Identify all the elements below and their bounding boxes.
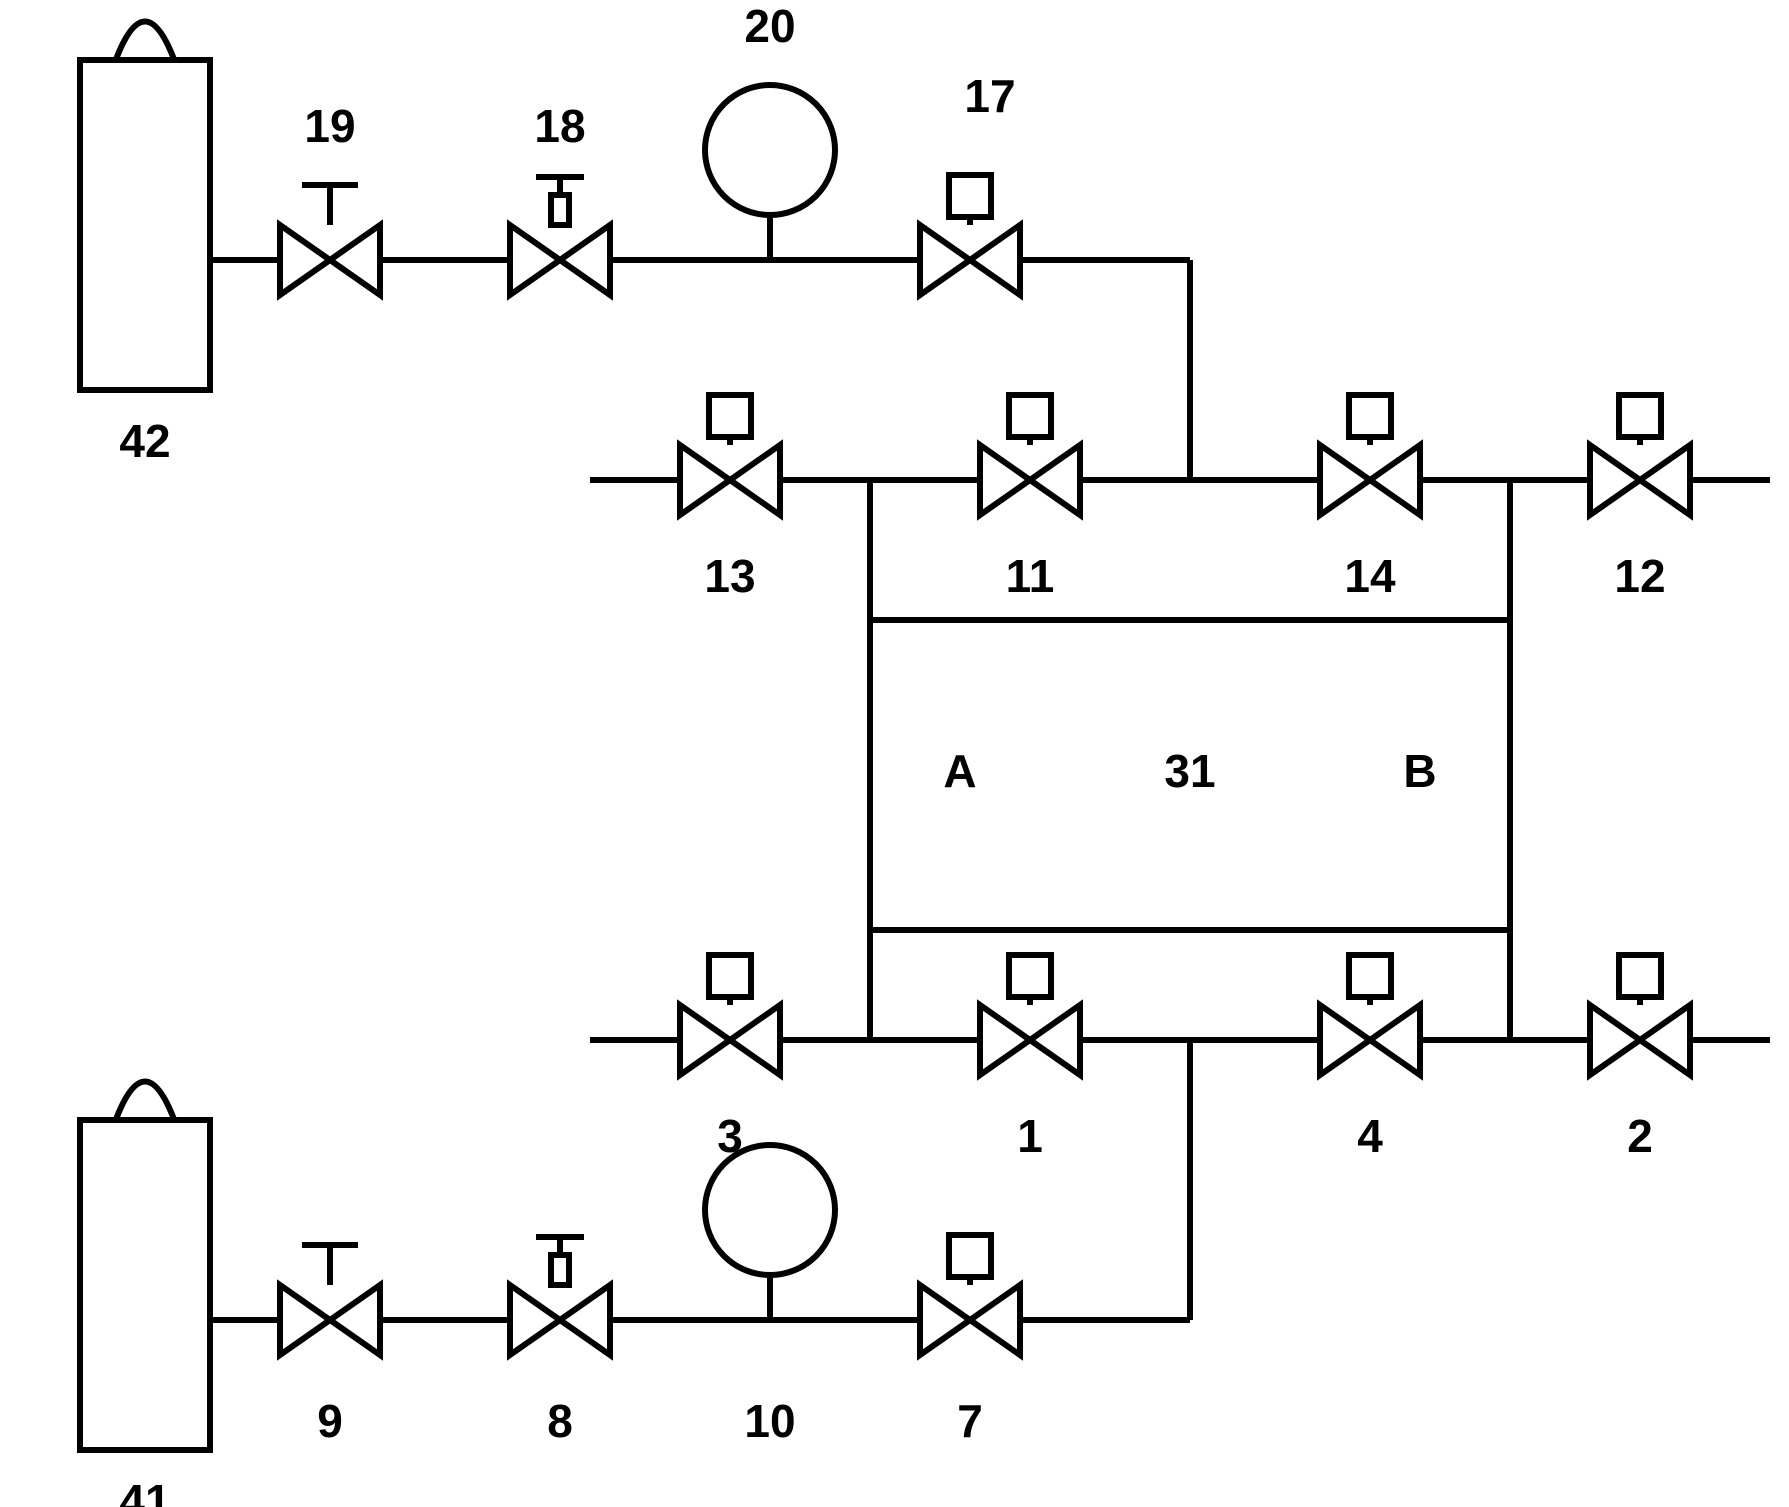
label-20: 20 <box>744 0 795 52</box>
valve-14-left <box>1320 445 1370 515</box>
valve-12-right <box>1640 445 1690 515</box>
valve-3-left <box>680 1005 730 1075</box>
label-2: 2 <box>1627 1110 1653 1162</box>
valve-12-left <box>1590 445 1640 515</box>
label-10: 10 <box>744 1395 795 1447</box>
valve-4-left <box>1320 1005 1370 1075</box>
valve-18-left <box>510 225 560 295</box>
valve-17-actuator <box>949 175 991 217</box>
gauge-10 <box>705 1145 835 1275</box>
valve-8-body <box>551 1255 569 1285</box>
cylinder-41-dome <box>116 1082 175 1121</box>
label-14: 14 <box>1344 550 1396 602</box>
valve-11-right <box>1030 445 1080 515</box>
valve-13-left <box>680 445 730 515</box>
valve-8-right <box>560 1285 610 1355</box>
label-1: 1 <box>1017 1110 1043 1162</box>
valve-4-right <box>1370 1005 1420 1075</box>
valve-7-actuator <box>949 1235 991 1277</box>
valve-13-actuator <box>709 395 751 437</box>
label-4: 4 <box>1357 1110 1383 1162</box>
label-31: 31 <box>1164 745 1215 797</box>
cylinder-42-body <box>80 60 210 390</box>
valve-9-left <box>280 1285 330 1355</box>
label-11: 11 <box>1006 550 1055 602</box>
valve-8-left <box>510 1285 560 1355</box>
label-41: 41 <box>119 1475 170 1507</box>
label-17: 17 <box>964 70 1015 122</box>
label-19: 19 <box>304 100 355 152</box>
valve-1-left <box>980 1005 1030 1075</box>
valve-1-right <box>1030 1005 1080 1075</box>
valve-14-actuator <box>1349 395 1391 437</box>
valve-17-left <box>920 225 970 295</box>
valve-1-actuator <box>1009 955 1051 997</box>
valve-18-body <box>551 195 569 225</box>
label-12: 12 <box>1614 550 1665 602</box>
valve-11-actuator <box>1009 395 1051 437</box>
valve-19-left <box>280 225 330 295</box>
label-8: 8 <box>547 1395 573 1447</box>
valve-2-left <box>1590 1005 1640 1075</box>
label-13: 13 <box>704 550 755 602</box>
label-18: 18 <box>534 100 585 152</box>
valve-14-right <box>1370 445 1420 515</box>
valve-18-right <box>560 225 610 295</box>
label-B: B <box>1403 745 1436 797</box>
valve-17-right <box>970 225 1020 295</box>
valve-11-left <box>980 445 1030 515</box>
label-9: 9 <box>317 1395 343 1447</box>
valve-9-right <box>330 1285 380 1355</box>
valve-3-right <box>730 1005 780 1075</box>
valve-2-right <box>1640 1005 1690 1075</box>
cylinder-42-dome <box>116 22 175 61</box>
valve-13-right <box>730 445 780 515</box>
label-A: A <box>943 745 976 797</box>
valve-7-left <box>920 1285 970 1355</box>
label-7: 7 <box>957 1395 983 1447</box>
valve-12-actuator <box>1619 395 1661 437</box>
cylinder-41-body <box>80 1120 210 1450</box>
valve-4-actuator <box>1349 955 1391 997</box>
valve-3-actuator <box>709 955 751 997</box>
valve-7-right <box>970 1285 1020 1355</box>
valve-2-actuator <box>1619 955 1661 997</box>
label-42: 42 <box>119 415 170 467</box>
gauge-20 <box>705 85 835 215</box>
valve-19-right <box>330 225 380 295</box>
